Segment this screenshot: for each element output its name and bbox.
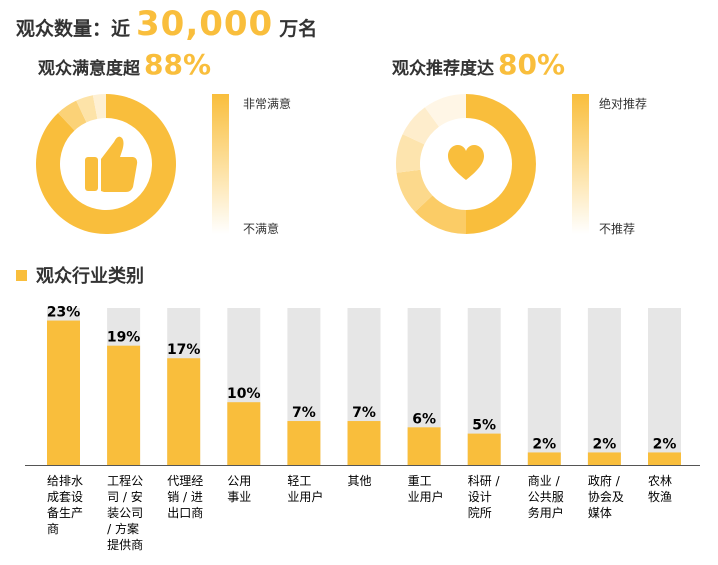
category-label: 轻工	[287, 474, 311, 488]
bar-value-label: 19%	[107, 330, 141, 346]
bar-value-label: 10%	[227, 386, 261, 402]
bar-value-label: 2%	[532, 436, 556, 452]
recommend-scale-top: 绝对推荐	[599, 97, 648, 111]
recommend-donut	[396, 94, 536, 234]
satisfaction-label: 观众满意度超	[38, 59, 140, 79]
recommend-ring-segment	[396, 169, 433, 212]
bar	[527, 452, 561, 465]
category-label: 媒体	[588, 506, 612, 520]
recommend-scale-bottom: 不推荐	[599, 222, 636, 236]
recommend-ring-segment	[466, 94, 536, 234]
category-label: 业用户	[408, 489, 444, 504]
category-label: 装公司	[107, 506, 143, 520]
category-label: 代理经	[167, 474, 203, 488]
category-label: 牧渔	[648, 490, 672, 504]
industry-title: 观众行业类别	[36, 266, 144, 287]
satisfaction-ring-segment	[58, 100, 87, 131]
bar-track	[527, 308, 561, 465]
category-label: 务用户	[528, 505, 564, 520]
category-label: 备生产	[47, 506, 83, 520]
bar-value-label: 2%	[593, 436, 617, 452]
satisfaction-ring-segment	[92, 94, 106, 119]
bar	[227, 402, 261, 465]
bar-track	[648, 308, 681, 465]
satisfaction-scale-bar	[212, 94, 229, 234]
satisfaction-headline: 观众满意度超 88%	[38, 48, 211, 81]
category-label: 提供商	[107, 537, 143, 552]
category-label: 公用	[227, 474, 251, 488]
category-label: 商	[47, 521, 59, 536]
recommend-ring-segment	[402, 107, 439, 145]
satisfaction-scale-bottom: 不满意	[243, 222, 280, 236]
category-label: 商业 /	[528, 473, 561, 488]
bar	[107, 345, 141, 465]
bar	[648, 452, 681, 465]
bar-value-label: 6%	[412, 411, 436, 427]
category-label: 院所	[468, 506, 492, 520]
satisfaction-ring-segment	[76, 95, 98, 123]
category-label: 成套设	[47, 490, 83, 504]
category-label: 农林	[648, 474, 672, 488]
bar-value-label: 7%	[292, 405, 316, 421]
bar-value-label: 5%	[472, 418, 496, 434]
recommend-ring	[396, 94, 536, 234]
bar-value-label: 7%	[352, 405, 376, 421]
category-label: 政府 /	[588, 473, 621, 488]
category-label: / 方案	[107, 521, 139, 536]
category-label: 业用户	[287, 489, 323, 504]
bar	[587, 452, 621, 465]
industry-section-title: 观众行业类别	[16, 262, 144, 288]
category-label: 其他	[348, 474, 372, 488]
category-label: 重工	[408, 474, 432, 488]
category-label: 工程公	[107, 473, 143, 488]
bar-track	[587, 308, 621, 465]
heart-icon	[448, 145, 484, 180]
recommend-value: 80%	[498, 48, 566, 81]
bar-value-label: 2%	[653, 436, 677, 452]
satisfaction-value: 88%	[144, 48, 212, 81]
satisfaction-donut	[36, 94, 176, 234]
satisfaction-ring	[36, 94, 176, 234]
bar	[287, 421, 321, 465]
visitor-count-headline: 观众数量：近 30,000 万名	[16, 4, 317, 44]
recommend-label: 观众推荐度达	[392, 59, 494, 79]
satisfaction-scale-top: 非常满意	[243, 97, 292, 111]
category-label: 出口商	[167, 505, 203, 520]
recommend-ring-segment	[396, 134, 425, 173]
satisfaction-ring-segment	[36, 94, 176, 234]
bar	[47, 320, 80, 465]
category-label: 协会及	[588, 489, 624, 504]
category-label: 给排水	[47, 474, 83, 488]
recommend-scale-bar	[572, 94, 589, 234]
recommend-headline: 观众推荐度达 80%	[392, 48, 565, 81]
category-label: 事业	[227, 490, 251, 504]
thumbs-up-icon	[85, 136, 138, 192]
visitor-count-unit: 万名	[279, 18, 318, 40]
bar	[467, 433, 501, 465]
bar	[407, 427, 441, 465]
category-label: 司 / 安	[107, 489, 143, 504]
category-label: 销 / 进	[167, 490, 203, 504]
recommend-ring-segment	[414, 195, 466, 234]
category-label: 设计	[468, 490, 492, 504]
visitor-count-number: 30,000	[136, 4, 274, 44]
category-label: 科研 /	[468, 474, 501, 488]
bar-value-label: 17%	[167, 342, 201, 358]
category-label: 公共服	[528, 490, 564, 504]
recommend-ring-segment	[424, 94, 466, 127]
bar	[167, 358, 201, 465]
bar-value-label: 23%	[47, 305, 81, 321]
section-marker-icon	[16, 269, 27, 281]
bar	[347, 421, 381, 465]
visitor-count-label: 观众数量：近	[16, 18, 131, 40]
